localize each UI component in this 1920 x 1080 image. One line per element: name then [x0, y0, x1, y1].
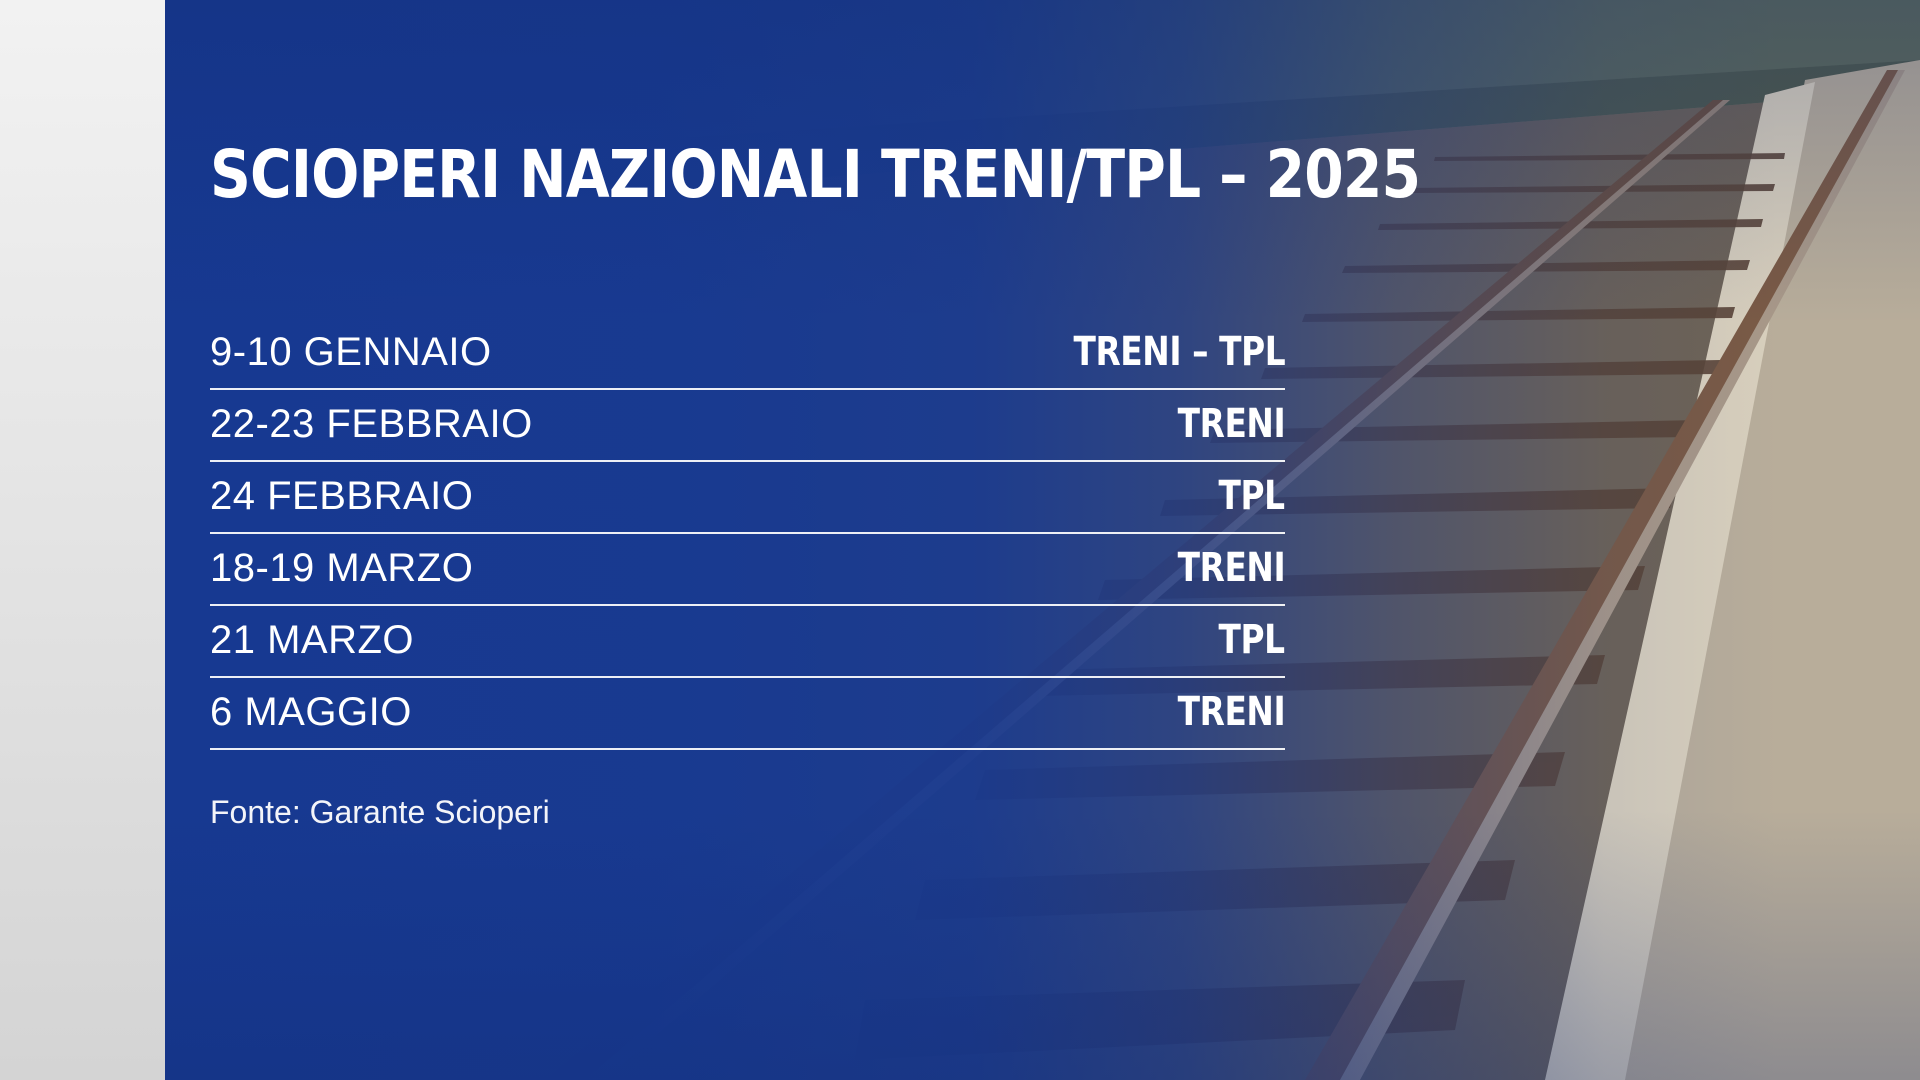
source-note: Fonte: Garante Scioperi — [210, 794, 550, 830]
list-item: 24 FEBBRAIO TPL — [210, 462, 1285, 534]
strike-mode: TRENI – TPL — [1073, 329, 1285, 375]
strike-mode: TPL — [1218, 617, 1285, 663]
list-item: 22-23 FEBBRAIO TRENI — [210, 390, 1285, 462]
list-item: 21 MARZO TPL — [210, 606, 1285, 678]
strike-date: 24 FEBBRAIO — [210, 474, 474, 518]
strike-mode: TPL — [1218, 473, 1285, 519]
list-item: 6 MAGGIO TRENI — [210, 678, 1285, 750]
page-title: SCIOPERI NAZIONALI TRENI/TPL – 2025 — [210, 136, 1421, 213]
strike-date: 9-10 GENNAIO — [210, 330, 492, 374]
strike-mode: TRENI — [1177, 545, 1285, 591]
blue-gradient-overlay — [165, 0, 1920, 1080]
strike-date: 18-19 MARZO — [210, 546, 474, 590]
list-item: 18-19 MARZO TRENI — [210, 534, 1285, 606]
strike-date: 22-23 FEBBRAIO — [210, 402, 533, 446]
strike-mode: TRENI — [1177, 401, 1285, 447]
strike-date: 21 MARZO — [210, 618, 415, 662]
strike-mode: TRENI — [1177, 689, 1285, 735]
strike-date: 6 MAGGIO — [210, 690, 412, 734]
left-side-panel — [0, 0, 165, 1080]
list-item: 9-10 GENNAIO TRENI – TPL — [210, 318, 1285, 390]
strike-list: 9-10 GENNAIO TRENI – TPL 22-23 FEBBRAIO … — [210, 318, 1285, 750]
strike-schedule-panel: SCIOPERI NAZIONALI TRENI/TPL – 2025 9-10… — [210, 0, 1421, 1080]
overlay-shading — [165, 0, 1920, 1080]
